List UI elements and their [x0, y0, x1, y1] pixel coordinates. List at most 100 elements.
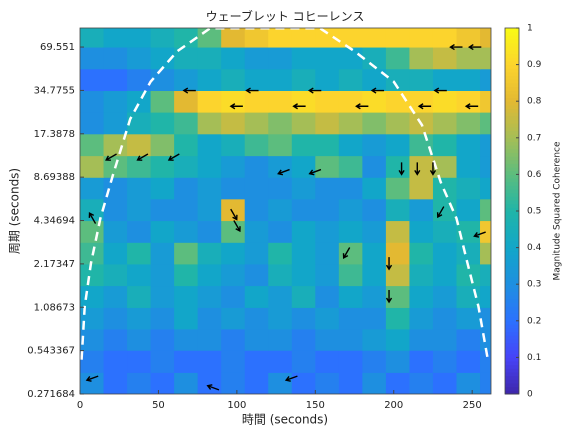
colorbar-swatch: [505, 218, 519, 223]
heat-cell: [221, 177, 246, 200]
heat-cell: [174, 177, 199, 200]
colorbar-swatch: [505, 240, 519, 245]
colorbar-swatch: [505, 350, 519, 355]
x-tick-label: 0: [77, 400, 83, 411]
heat-cell: [80, 198, 105, 222]
phase-arrow: [206, 384, 220, 391]
x-tick-label: 150: [306, 400, 325, 411]
colorbar-swatch: [505, 200, 519, 205]
phase-arrow: [342, 247, 351, 260]
heat-cell: [150, 285, 175, 308]
heat-cell: [315, 198, 340, 222]
heat-cell: [315, 220, 340, 243]
heat-cell: [362, 177, 387, 200]
heat-cell: [244, 112, 269, 135]
heat-cell: [480, 220, 491, 243]
colorbar-swatch: [505, 258, 519, 263]
heat-cell: [385, 112, 410, 135]
heat-cell: [385, 350, 410, 373]
chart-title: ウェーブレット コヒーレンス: [206, 9, 365, 24]
heat-cell: [338, 198, 363, 222]
colorbar-swatch: [505, 181, 519, 186]
colorbar-swatch: [505, 313, 519, 318]
heat-cell: [150, 263, 175, 287]
heat-cell: [385, 198, 410, 222]
colorbar-swatch: [505, 295, 519, 300]
heat-cell: [174, 220, 199, 243]
heat-cell: [385, 372, 410, 394]
heat-cell: [221, 47, 246, 70]
heat-cell: [385, 328, 410, 351]
colorbar-swatch: [505, 97, 519, 102]
phase-arrow: [464, 103, 479, 110]
heat-cell: [362, 285, 387, 308]
heat-cell: [480, 285, 491, 308]
heat-cell: [456, 372, 481, 394]
heat-cell: [385, 177, 410, 200]
heat-cell: [338, 90, 363, 113]
heat-cell: [150, 28, 175, 48]
colorbar-swatch: [505, 126, 519, 131]
heat-cell: [80, 328, 105, 351]
heat-cell: [338, 242, 363, 265]
heat-cell: [432, 155, 457, 178]
phase-arrow: [277, 168, 290, 176]
heat-cell: [268, 328, 293, 351]
heat-cell: [268, 90, 293, 113]
heat-cell: [456, 155, 481, 178]
colorbar-swatch: [505, 236, 519, 241]
phase-arrow: [88, 212, 97, 224]
heat-cell: [480, 307, 491, 330]
y-tick-label: 2.17347: [34, 259, 75, 270]
colorbar-swatch: [505, 265, 519, 271]
colorbar-swatch: [505, 328, 519, 333]
colorbar-swatch: [505, 368, 519, 373]
heat-cell: [268, 220, 293, 243]
colorbar-swatch: [505, 123, 519, 128]
colorbar-swatch: [505, 379, 519, 384]
heat-cell: [291, 220, 316, 243]
colorbar-swatch: [505, 57, 519, 62]
y-tick-label: 34.7755: [34, 85, 75, 96]
colorbar-swatch: [505, 46, 519, 51]
heat-cell: [174, 68, 199, 92]
colorbar-swatch: [505, 251, 519, 256]
heat-cell: [315, 133, 340, 157]
heat-cell: [127, 263, 152, 287]
heat-cell: [409, 177, 434, 200]
heat-cell: [409, 28, 434, 48]
heat-cell: [103, 350, 128, 373]
phase-arrow: [385, 257, 393, 271]
colorbar-swatch: [505, 112, 519, 117]
colorbar-swatch: [505, 108, 519, 113]
colorbar-swatch: [505, 71, 519, 77]
heat-cell: [150, 177, 175, 200]
colorbar-swatch: [505, 101, 519, 106]
x-axis-label: 時間 (seconds): [242, 413, 328, 427]
heat-cell: [480, 242, 491, 265]
heat-cell: [385, 133, 410, 157]
phase-arrow: [292, 103, 306, 110]
colorbar-swatch: [505, 229, 519, 234]
colorbar-swatch: [505, 383, 519, 388]
colorbar-swatch: [505, 339, 519, 344]
heat-cell: [268, 47, 293, 70]
heat-cell: [244, 285, 269, 308]
heat-cell: [291, 350, 316, 373]
heat-cell: [432, 133, 457, 157]
heat-cell: [456, 220, 481, 243]
heat-cell: [385, 68, 410, 92]
heat-cell: [80, 28, 105, 48]
colorbar-swatch: [505, 167, 519, 172]
heat-cell: [221, 155, 246, 178]
y-tick-label: 1.08673: [34, 302, 75, 313]
heat-cell: [221, 220, 246, 243]
heat-cell: [174, 328, 199, 351]
colorbar-swatch: [505, 163, 519, 168]
heat-cell: [432, 68, 457, 92]
colorbar-swatch: [505, 31, 519, 36]
heat-cell: [80, 263, 105, 287]
heat-cell: [456, 263, 481, 287]
heat-cell: [338, 112, 363, 135]
x-tick-label: 250: [463, 400, 482, 411]
